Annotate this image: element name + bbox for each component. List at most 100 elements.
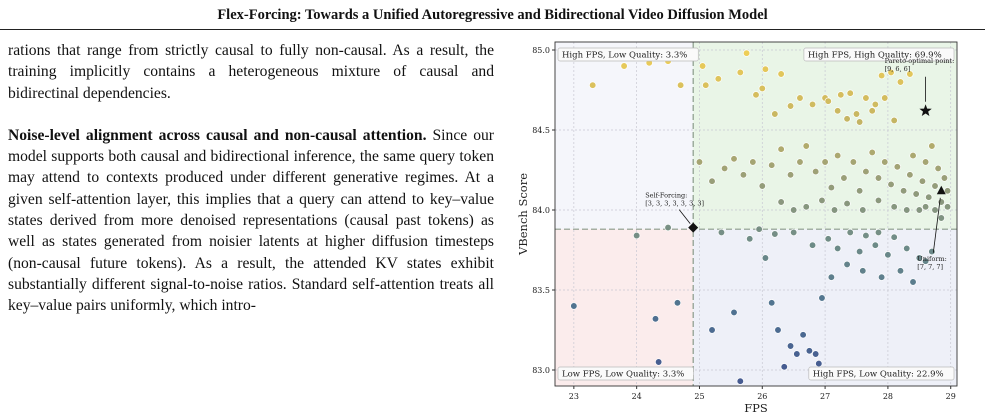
data-point	[871, 100, 879, 109]
data-point	[887, 180, 895, 189]
x-tick-label: 23	[569, 392, 579, 401]
data-point	[746, 235, 754, 243]
data-point	[708, 177, 716, 185]
data-point	[752, 91, 760, 99]
data-point	[877, 273, 886, 281]
data-point	[771, 110, 779, 118]
data-point	[862, 167, 870, 176]
y-tick-label: 83.5	[532, 286, 550, 295]
data-point	[837, 91, 845, 99]
quadrant-bg-top-left	[555, 42, 694, 230]
self-forcing-arrow	[678, 209, 691, 224]
paragraph-2-heading: Noise-level alignment across causal and …	[8, 126, 427, 144]
data-point	[654, 358, 663, 366]
quadrant-label-top-left-box	[557, 47, 699, 62]
data-point	[802, 203, 810, 211]
quadrant-label-top-right-box	[803, 47, 955, 62]
running-header: Flex-Forcing: Towards a Unified Autoregr…	[0, 0, 985, 30]
data-point	[755, 225, 763, 233]
self-forcing-marker	[688, 222, 699, 233]
data-point	[934, 164, 942, 173]
x-tick-label: 28	[883, 392, 893, 401]
data-point	[821, 158, 829, 166]
data-point	[793, 350, 801, 358]
quadrant-label-top-left: High FPS, Low Quality: 3.3%	[562, 51, 687, 61]
plot-frame	[554, 41, 958, 387]
data-point	[808, 241, 817, 249]
data-point	[717, 228, 726, 237]
data-point	[758, 182, 766, 190]
data-point	[834, 107, 842, 115]
data-point	[824, 97, 832, 105]
data-point	[720, 164, 729, 173]
data-point	[931, 182, 939, 190]
y-tick-label: 84.5	[532, 126, 550, 135]
data-point	[796, 158, 804, 166]
data-point	[846, 89, 854, 97]
data-point	[802, 142, 810, 150]
data-point	[896, 78, 905, 86]
data-point	[786, 102, 795, 110]
data-point	[812, 350, 820, 358]
header-rule	[0, 29, 985, 30]
self-forcing-label: Self-Forcing:	[645, 192, 687, 200]
data-point	[871, 241, 879, 249]
data-point	[874, 196, 883, 205]
data-point	[790, 228, 798, 237]
data-point	[915, 254, 923, 262]
paragraph-2-text: Since our model supports both causal and…	[8, 126, 494, 315]
x-tick-label: 25	[694, 392, 704, 401]
data-point	[931, 206, 939, 214]
y-tick-label: 84.0	[532, 206, 550, 215]
data-point	[937, 214, 945, 222]
data-point	[943, 203, 952, 211]
data-point	[570, 302, 578, 310]
data-point	[771, 230, 779, 238]
uniform-marker	[936, 185, 946, 195]
data-point	[815, 359, 823, 368]
scatter-figure: 23 24 25 26 27 28 29 83.0 83.5 84.0 84.5 85.0 FPS VBe…	[510, 40, 985, 412]
data-point	[777, 145, 785, 153]
data-point	[664, 223, 672, 232]
uniform-config: [7, 7, 7]	[917, 263, 943, 271]
data-point	[903, 206, 911, 214]
data-point	[708, 326, 716, 334]
pareto-optimal-marker	[919, 104, 932, 117]
self-forcing-config: [3, 3, 3, 3, 3, 3, 3]	[645, 200, 704, 208]
quadrant-bg-bottom-left	[555, 229, 694, 386]
data-point	[774, 326, 782, 334]
y-tick-label: 85.0	[532, 46, 550, 55]
data-point	[834, 244, 842, 253]
data-point	[808, 100, 817, 109]
data-point	[909, 278, 917, 286]
data-point	[736, 377, 744, 385]
data-point	[903, 244, 911, 253]
data-point	[868, 107, 876, 115]
data-point	[928, 142, 936, 150]
data-point	[918, 177, 927, 185]
quadrant-label-bottom-left: Low FPS, Low Quality: 3.3%	[562, 370, 684, 380]
data-point	[884, 251, 892, 259]
data-point	[855, 247, 864, 256]
data-point	[912, 190, 920, 198]
data-point	[768, 161, 776, 169]
data-point	[834, 151, 842, 160]
x-tick-label: 29	[946, 392, 956, 401]
body-text-column: rations that range from strictly causal …	[8, 40, 494, 317]
quadrant-label-bottom-left-box	[557, 366, 694, 381]
data-point	[768, 299, 776, 307]
data-point	[730, 155, 738, 163]
data-point	[890, 233, 898, 241]
data-point	[702, 81, 710, 89]
pareto-optimal-label: Pareto-optimal point:	[885, 57, 955, 65]
data-point	[909, 151, 917, 160]
data-point	[676, 81, 685, 89]
data-point	[893, 163, 901, 171]
data-point	[742, 49, 751, 57]
data-point	[805, 347, 814, 355]
data-point	[859, 267, 867, 275]
data-point	[943, 187, 952, 195]
data-point	[874, 174, 883, 182]
x-tick-label: 24	[632, 392, 642, 401]
data-point	[761, 65, 770, 73]
